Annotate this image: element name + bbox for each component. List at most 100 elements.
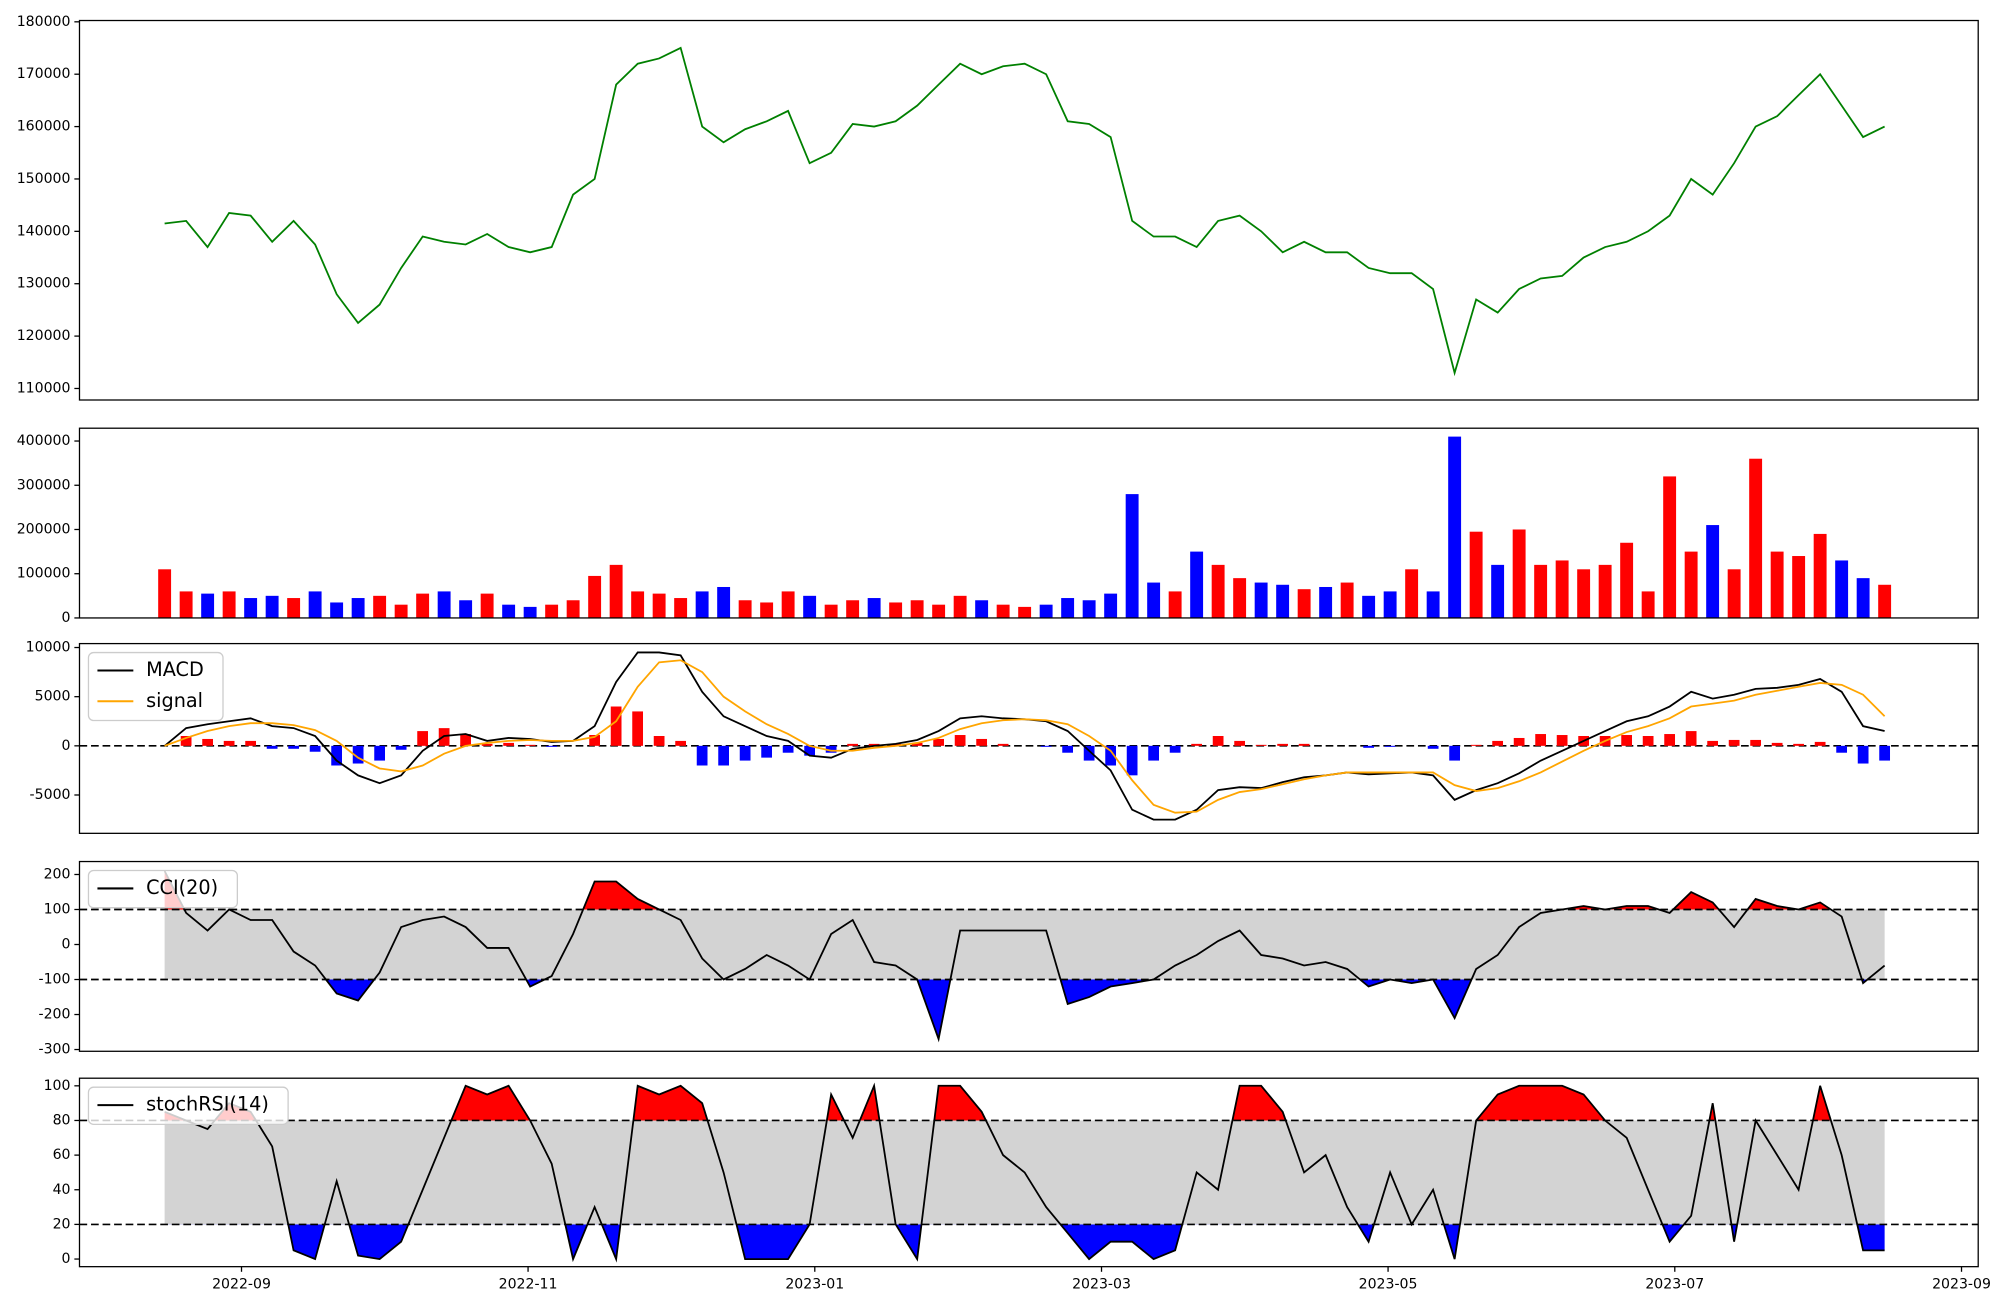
volume-bar <box>1727 569 1741 618</box>
volume-bar <box>1383 591 1397 618</box>
volume-bar <box>179 591 193 618</box>
plot-area: MACD signal <box>79 651 1979 821</box>
axes-frame <box>78 19 1979 401</box>
panel: 110000 120000 130000 140000 150000 160000 1700… <box>17 14 1979 401</box>
histogram-bar <box>1879 745 1891 761</box>
volume-bar <box>566 600 580 618</box>
volume-bar <box>1878 584 1892 618</box>
volume-bar <box>1770 551 1784 618</box>
volume-bar <box>695 591 709 618</box>
plot-area: stochRSI(14) <box>79 1082 1979 1263</box>
y-tick-label: 300000 <box>17 477 71 493</box>
volume-bar <box>652 593 666 618</box>
histogram-bar <box>825 745 837 753</box>
volume-bar <box>1749 458 1763 618</box>
volume-bar <box>1491 564 1505 618</box>
y-tick-label: 100000 <box>17 566 71 582</box>
legend-label: stochRSI(14) <box>146 1093 269 1116</box>
volume-bar <box>1039 604 1053 618</box>
y-tick-label: 100 <box>44 1078 71 1094</box>
volume-bar <box>803 595 817 618</box>
y-tick-label: 10000 <box>26 640 71 656</box>
histogram-bar <box>868 743 880 746</box>
y-tick-label: -300 <box>39 1042 71 1058</box>
histogram-bar <box>1191 743 1203 746</box>
histogram-bar <box>1040 745 1052 747</box>
histogram-bar <box>374 745 386 761</box>
volume-bar <box>1211 564 1225 618</box>
y-tick-label: 5000 <box>35 689 71 705</box>
volume-bar <box>1125 494 1139 618</box>
histogram-bar <box>739 745 751 761</box>
volume-bar <box>1276 584 1290 618</box>
oversold-fill <box>288 1224 1885 1260</box>
volume-bar <box>330 602 344 618</box>
volume-bar <box>1792 556 1806 618</box>
histogram-bar <box>1470 744 1482 746</box>
histogram-bar <box>1255 744 1267 746</box>
y-tick-label: 110000 <box>17 380 71 396</box>
histogram-bar <box>546 745 558 747</box>
volume-bar <box>523 606 537 618</box>
volume-bar <box>308 591 322 618</box>
y-tick-label: 20 <box>53 1216 71 1232</box>
histogram-bar <box>890 743 902 746</box>
volume-bar <box>1061 598 1075 618</box>
volume-bar <box>373 595 387 618</box>
histogram-bar <box>266 745 278 749</box>
plot-area <box>164 46 1886 377</box>
x-tick-label: 2023-05 <box>1359 1277 1418 1293</box>
volume-bar <box>201 593 215 618</box>
histogram-bar <box>1148 745 1160 761</box>
x-tick-label: 2023-03 <box>1072 1277 1131 1293</box>
volume-bar <box>996 604 1010 618</box>
histogram-bar <box>417 731 429 746</box>
histogram-bar <box>1492 740 1504 746</box>
histogram-bar <box>1212 736 1224 746</box>
histogram-bar <box>460 734 472 746</box>
volume-bar <box>1082 600 1096 618</box>
volume-bar <box>1813 533 1827 618</box>
volume-bar <box>1706 525 1720 618</box>
histogram-bar <box>1857 745 1869 764</box>
volume-bar <box>545 604 559 618</box>
axes-frame <box>78 860 1979 1052</box>
volume-bar <box>1663 476 1677 618</box>
histogram-bar <box>782 745 794 753</box>
volume-bar <box>609 564 623 618</box>
volume-bar <box>588 575 602 618</box>
histogram-bar <box>1771 742 1783 746</box>
histogram-bar <box>954 735 966 746</box>
volume-bar <box>1254 582 1268 618</box>
y-tick-label: 60 <box>53 1147 71 1163</box>
histogram-bar <box>1513 737 1525 746</box>
y-tick-label: 0 <box>62 1251 71 1267</box>
volume-bar <box>287 598 301 618</box>
indicator-line <box>163 870 1886 1043</box>
histogram-bar <box>610 706 622 746</box>
histogram-bar <box>1298 743 1310 746</box>
volume-bar <box>158 569 172 618</box>
histogram-bar <box>202 738 214 746</box>
volume-bar <box>1469 531 1483 618</box>
histogram-bar <box>675 740 687 746</box>
volume-bar <box>1555 560 1569 618</box>
y-tick-label: 400000 <box>17 433 71 449</box>
volume-bar <box>351 598 365 618</box>
panel: 0 100000 200000 300000 400000 <box>17 427 1979 626</box>
histogram-bar <box>1621 735 1633 746</box>
histogram-bar <box>632 711 644 746</box>
panel: CCI(20) -300 -200 -100 0 100 200 <box>39 860 1979 1058</box>
histogram-bar <box>1427 745 1439 749</box>
volume-bar <box>674 598 688 618</box>
histogram-bar <box>1814 741 1826 746</box>
histogram-bar <box>1234 740 1246 746</box>
x-tick-label: 2022-11 <box>499 1277 558 1293</box>
histogram-bar <box>1363 745 1375 748</box>
y-tick-label: 0 <box>62 738 71 754</box>
volume-bar <box>781 591 795 618</box>
histogram-bar <box>1449 745 1461 761</box>
legend-label: CCI(20) <box>146 876 218 899</box>
